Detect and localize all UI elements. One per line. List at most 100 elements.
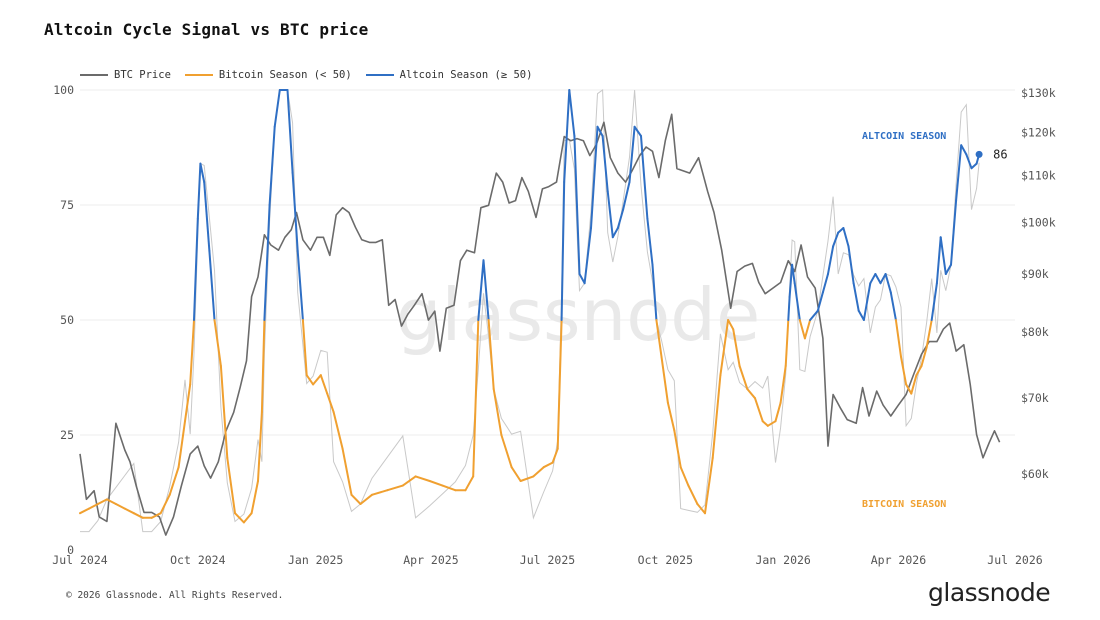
right-axis-tick-120000: $120k (1021, 125, 1056, 139)
altcoin-season-segment-109 (821, 273, 829, 294)
bitcoin-season-segment-1 (88, 503, 99, 510)
altcoin-season-segment-18 (208, 250, 216, 321)
altcoin-season-segment-110 (827, 245, 835, 275)
bitcoin-season-segment-24 (250, 480, 259, 515)
bitcoin-season-segment-0 (79, 507, 90, 515)
bitcoin-season-segment-89 (711, 374, 722, 459)
altcoin-season-segment-102 (788, 263, 794, 298)
altcoin-season-segment-134 (950, 199, 958, 266)
bitcoin-season-segment-12 (184, 383, 192, 423)
bitcoin-season-segment-34 (301, 319, 308, 377)
bitcoin-season-segment-48 (441, 484, 457, 492)
bitcoin-season-segment-88 (704, 457, 714, 515)
bitcoin-season-segment-81 (655, 319, 663, 358)
season-signal-series (79, 89, 981, 524)
bitcoin-season-segment-11 (177, 420, 186, 469)
altcoin-season-segment-101 (787, 296, 791, 321)
bitcoin-season-segment-126 (910, 374, 918, 395)
right-axis-tick-80000: $80k (1021, 325, 1049, 339)
altcoin-season-segment-103 (791, 263, 796, 285)
x-axis-tick-2: Jan 2025 (288, 553, 343, 567)
altcoin-season-segment-116 (857, 309, 865, 321)
bitcoin-season-segment-60 (542, 461, 554, 469)
bitcoin-season-segment-93 (738, 365, 749, 390)
bitcoin-season-segment-42 (359, 493, 373, 505)
altcoin-season-segment-67 (578, 273, 586, 285)
left-axis-tick-0: 0 (67, 543, 74, 557)
bitcoin-season-segment-10 (168, 466, 180, 496)
left-axis-tick-50: 50 (60, 313, 74, 327)
altcoin-season-segment-16 (199, 162, 206, 183)
altcoin-season-segment-107 (809, 309, 819, 321)
altcoin-season-segment-72 (606, 190, 614, 239)
x-axis-tick-7: Apr 2026 (871, 553, 926, 567)
right-axis-tick-130000: $130k (1021, 86, 1056, 100)
legend: BTC Price Bitcoin Season (< 50) Altcoin … (80, 69, 532, 81)
bitcoin-season-segment-2 (96, 498, 108, 505)
x-axis-tick-4: Jul 2025 (520, 553, 575, 567)
altcoin-season-segment-108 (816, 291, 824, 312)
bitcoin-season-segment-40 (341, 447, 353, 496)
legend-item-btc-price[interactable]: BTC Price (80, 69, 171, 81)
x-axis-tick-6: Jan 2026 (755, 553, 810, 567)
bitcoin-season-segment-105 (798, 319, 806, 340)
bitcoin-season-segment-94 (746, 388, 756, 400)
legend-label-bitcoin-season: Bitcoin Season (< 50) (218, 69, 352, 81)
bitcoin-season-segment-62 (556, 319, 563, 450)
bitcoin-season-segment-45 (401, 475, 417, 487)
bitcoin-season-segment-46 (414, 475, 431, 482)
right-axis-tick-90000: $90k (1021, 267, 1049, 281)
bitcoin-season-segment-99 (779, 365, 787, 404)
altcoin-season-segment-65 (568, 89, 576, 137)
bitcoin-season-label: BITCOIN SEASON (862, 499, 946, 510)
last-value-marker[interactable] (975, 150, 983, 158)
bitcoin-season-segment-106 (803, 319, 812, 340)
altcoin-season-segment-113 (842, 227, 850, 248)
bitcoin-season-segment-96 (761, 420, 769, 427)
bitcoin-season-segment-20 (219, 365, 229, 459)
altcoin-season-segment-137 (965, 153, 973, 170)
glassnode-logo[interactable]: glassnode (928, 578, 1051, 607)
page-title: Altcoin Cycle Signal vs BTC price (44, 20, 369, 39)
bitcoin-season-segment-87 (696, 503, 706, 515)
x-axis-tick-5: Oct 2025 (638, 553, 693, 567)
legend-item-bitcoin-season[interactable]: Bitcoin Season (< 50) (184, 69, 352, 81)
bitcoin-season-segment-43 (371, 489, 389, 496)
altcoin-season-segment-79 (646, 217, 654, 266)
legend-label-altcoin-season: Altcoin Season (≥ 50) (399, 69, 533, 81)
bitcoin-season-segment-4 (114, 503, 126, 510)
bitcoin-season-segment-41 (350, 493, 362, 505)
bitcoin-season-segment-100 (784, 319, 790, 367)
bitcoin-season-segment-124 (900, 355, 908, 386)
copyright-notice: © 2026 Glassnode. All Rights Reserved. (66, 590, 284, 601)
altcoin-season-segment-77 (633, 125, 642, 137)
grid-lines (80, 89, 1015, 436)
right-axis-tick-110000: $110k (1021, 168, 1056, 182)
altcoin-season-segment-31 (286, 89, 294, 174)
bitcoin-season-segment-54 (487, 319, 495, 390)
bitcoin-season-segment-58 (519, 475, 535, 482)
bitcoin-season-segment-123 (894, 319, 902, 358)
altcoin-season-segment-131 (935, 236, 942, 285)
altcoin-season-segment-73 (611, 227, 619, 239)
x-axis-tick-3: Apr 2025 (403, 553, 458, 567)
bitcoin-season-segment-36 (312, 374, 322, 386)
altcoin-season-segment-136 (960, 144, 968, 156)
altcoin-season-segment-68 (583, 227, 592, 285)
btc-price-line (79, 113, 1001, 536)
altcoin-season-segment-33 (296, 250, 304, 321)
altcoin-season-segment-118 (869, 273, 877, 285)
altcoin-season-segment-130 (930, 282, 938, 321)
altcoin-season-segment-119 (874, 273, 882, 285)
bitcoin-season-segment-84 (673, 429, 682, 469)
altcoin-season-segment-115 (852, 282, 860, 312)
bitcoin-season-segment-9 (159, 493, 171, 515)
x-axis-tick-1: Oct 2024 (170, 553, 225, 567)
altcoin-season-segment-27 (263, 204, 271, 321)
legend-item-altcoin-season[interactable]: Altcoin Season (≥ 50) (365, 69, 533, 81)
bitcoin-season-segment-8 (150, 512, 162, 519)
altcoin-season-segment-114 (847, 245, 855, 285)
altcoin-season-segment-69 (590, 125, 599, 229)
altcoin-season-segment-14 (193, 217, 199, 321)
